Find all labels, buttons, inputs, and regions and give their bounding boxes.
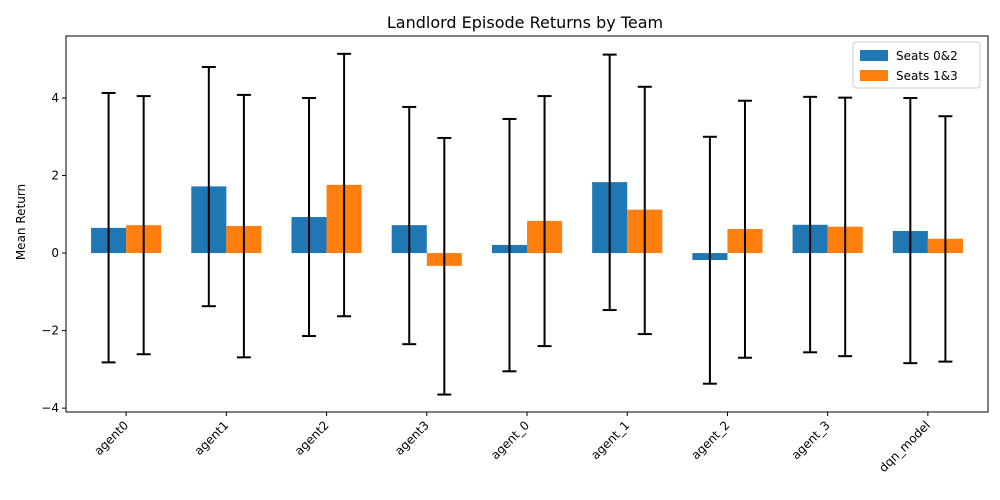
y-tick-label: −2 [41,324,59,338]
x-tick-label: agent1 [192,418,232,458]
x-tick-label: agent_3 [789,418,833,462]
legend-entry: Seats 0&2 [896,49,958,63]
chart-title: Landlord Episode Returns by Team [387,13,663,32]
x-tick-label: dqn_model [876,418,933,475]
y-tick-label: −4 [41,401,59,415]
y-axis-label: Mean Return [14,184,28,260]
y-tick-label: 4 [51,91,59,105]
x-tick-label: agent_2 [688,418,732,462]
x-tick-label: agent_1 [588,418,632,462]
legend-swatch [860,50,888,61]
y-tick-label: 0 [51,246,59,260]
y-tick-label: 2 [51,169,59,183]
plot-area: −4 −2 0 2 4 agent0 agent1 agent2 agent3 agent_0 ag… [41,35,989,475]
x-tick-label: agent2 [292,418,332,458]
legend-swatch [860,70,888,81]
x-tick-label: agent_0 [488,418,532,462]
x-tick-label: agent0 [91,418,131,458]
legend-entry: Seats 1&3 [896,69,958,83]
x-tick-label: agent3 [392,418,432,458]
